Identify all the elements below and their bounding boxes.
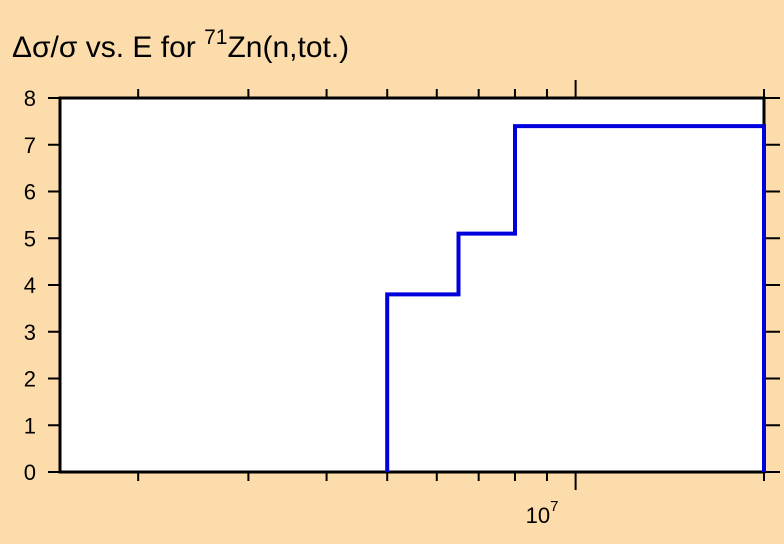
- y-tick-label: 0: [24, 460, 36, 485]
- x-tick-label: 107: [526, 498, 559, 528]
- chart-title-suffix: Zn(n,tot.): [227, 31, 349, 64]
- x-tick-label-base: 10: [526, 503, 550, 528]
- y-tick-label: 7: [24, 133, 36, 158]
- y-tick-label: 8: [24, 86, 36, 111]
- axis-ticks: [48, 80, 780, 490]
- y-tick-labels: 0 1 2 3 4 5 6 7 8: [24, 86, 36, 485]
- y-tick-label: 6: [24, 180, 36, 205]
- y-tick-label: 3: [24, 320, 36, 345]
- chart-title-superscript: 71: [204, 26, 227, 49]
- y-tick-label: 4: [24, 273, 36, 298]
- chart-title-prefix: Δσ/σ vs. E for: [12, 31, 204, 64]
- series-line: [385, 124, 766, 472]
- y-tick-label: 2: [24, 367, 36, 392]
- chart-title: Δσ/σ vs. E for 71Zn(n,tot.): [12, 26, 349, 64]
- x-tick-label-exponent: 7: [550, 498, 558, 515]
- series-group: [385, 124, 766, 472]
- plot-area: [58, 96, 766, 474]
- y-tick-label: 5: [24, 226, 36, 251]
- y-tick-label: 1: [24, 413, 36, 438]
